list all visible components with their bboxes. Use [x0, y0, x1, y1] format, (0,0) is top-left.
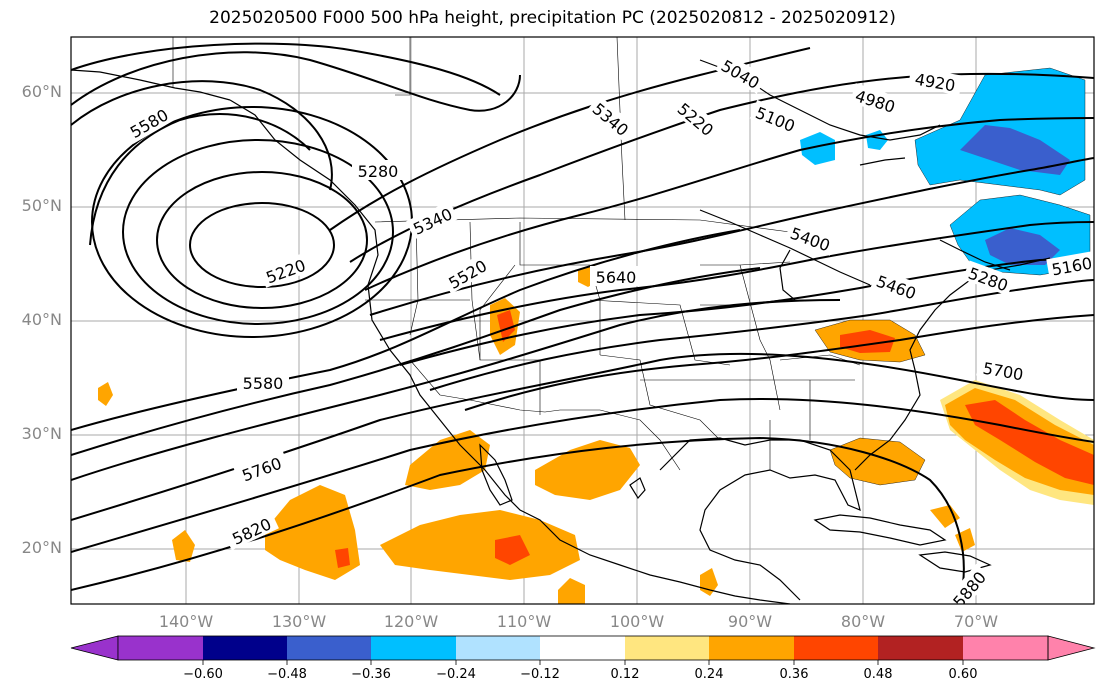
colorbar-segment [456, 636, 540, 660]
colorbar-label: 0.12 [610, 667, 640, 682]
lat-label-30n: 30°N [21, 424, 62, 443]
colorbar-extend-min [70, 635, 119, 661]
colorbar [70, 635, 1096, 665]
colorbar-label: −0.48 [267, 667, 307, 682]
contour-label: 5580 [243, 374, 284, 393]
lon-label-120w: 120°W [383, 612, 439, 631]
map-panel: 5580 5280 5340 5220 5520 5640 5580 5760 … [71, 37, 1094, 604]
colorbar-segment [794, 636, 878, 660]
colorbar-segment [709, 636, 794, 660]
colorbar-segment [203, 636, 287, 660]
colorbar-segment [287, 636, 371, 660]
lon-label-110w: 110°W [496, 612, 552, 631]
contour-label: 5280 [358, 162, 399, 181]
lon-label-100w: 100°W [609, 612, 665, 631]
lat-label-60n: 60°N [21, 82, 62, 101]
colorbar-label: 0.36 [779, 667, 809, 682]
colorbar-label: −0.12 [520, 667, 560, 682]
contour-label: 5640 [596, 268, 637, 287]
map-title: 2025020500 F000 500 hPa height, precipit… [209, 8, 896, 28]
colorbar-label: −0.60 [183, 667, 223, 682]
lat-label-40n: 40°N [21, 310, 62, 329]
colorbar-segment [625, 636, 709, 660]
colorbar-label: 0.24 [694, 667, 724, 682]
lon-label-140w: 140°W [158, 612, 214, 631]
colorbar-segment [118, 636, 203, 660]
lat-label-20n: 20°N [21, 538, 62, 557]
colorbar-label: 0.48 [863, 667, 893, 682]
colorbar-segment [878, 636, 963, 660]
colorbar-label: −0.24 [436, 667, 476, 682]
lon-label-90w: 90°W [727, 612, 773, 631]
colorbar-segment [540, 636, 625, 660]
colorbar-label: −0.36 [351, 667, 391, 682]
lon-label-80w: 80°W [840, 612, 886, 631]
precip-negative-areas [800, 67, 1091, 276]
map-frame [70, 36, 1095, 605]
colorbar-segment [963, 636, 1048, 660]
lat-label-50n: 50°N [21, 196, 62, 215]
colorbar-segment [371, 636, 456, 660]
lon-label-130w: 130°W [271, 612, 327, 631]
colorbar-extend-max [1047, 635, 1096, 661]
height-contours [71, 42, 1094, 601]
lon-label-70w: 70°W [953, 612, 999, 631]
colorbar-label: 0.60 [948, 667, 978, 682]
